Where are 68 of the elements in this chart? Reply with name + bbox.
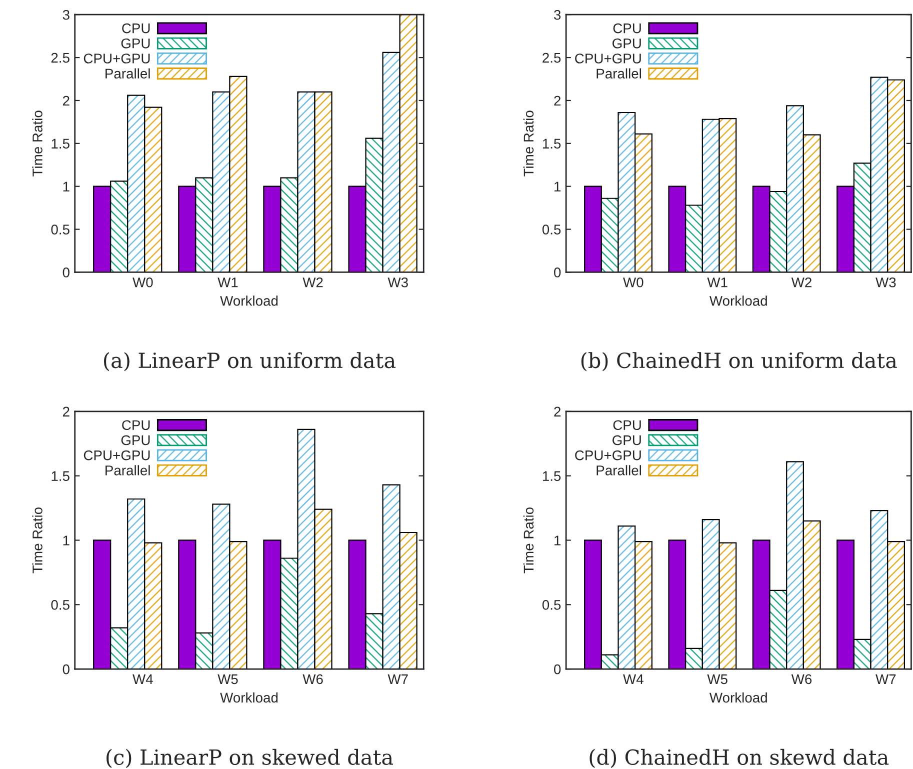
y-tick-label: 1 xyxy=(554,536,561,546)
y-tick-label: 3 xyxy=(554,10,561,20)
y-tick-label: 0 xyxy=(62,664,70,674)
x-tick-label: W2 xyxy=(302,277,323,288)
y-tick-label: 2 xyxy=(62,406,70,416)
legend-label: CPU+GPU xyxy=(84,450,150,460)
y-tick-label: 1.5 xyxy=(52,138,70,149)
y-tick-label: 2.5 xyxy=(51,52,70,63)
legend-label: GPU xyxy=(121,38,150,48)
y-tick-label: 0.5 xyxy=(542,600,561,610)
x-tick-label: W3 xyxy=(876,277,896,288)
legend-label: CPU+GPU xyxy=(84,54,150,64)
y-tick-label: 2 xyxy=(554,406,560,416)
y-tick-label: 1.5 xyxy=(542,138,561,149)
legend-label: Parallel xyxy=(106,68,150,79)
x-tick-label: W7 xyxy=(388,674,408,684)
y-tick-label: 0 xyxy=(62,268,70,278)
text: (a) LinearP on uniform data xyxy=(104,352,396,372)
y-tick-label: 1.5 xyxy=(542,471,561,481)
y-tick-label: 1 xyxy=(63,182,70,192)
legend-label: CPU xyxy=(122,23,150,34)
x-tick-label: W6 xyxy=(302,674,323,684)
text: (d) ChainedH on skewd data xyxy=(590,748,889,768)
y-axis-title: Time Ratio xyxy=(523,110,534,176)
text: (b) ChainedH on uniform data xyxy=(581,352,897,372)
legend-label: Parallel xyxy=(596,68,641,79)
y-tick-label: 2 xyxy=(62,96,70,106)
legend-label: GPU xyxy=(121,435,150,446)
y-axis-title: Time Ratio xyxy=(32,507,42,574)
legend-label: CPU+GPU xyxy=(575,450,641,460)
x-tick-label: W5 xyxy=(707,674,728,684)
x-tick-label: W5 xyxy=(218,674,238,684)
x-axis-title: Workload xyxy=(220,296,278,306)
x-tick-label: W3 xyxy=(388,277,408,288)
y-tick-label: 0.5 xyxy=(542,224,561,234)
legend-label: Parallel xyxy=(596,465,641,476)
x-tick-label: W4 xyxy=(623,674,644,684)
x-tick-label: W0 xyxy=(132,277,153,288)
y-tick-label: 1 xyxy=(554,182,561,192)
text: (c) LinearP on skewed data xyxy=(106,748,394,768)
legend-label: GPU xyxy=(612,38,641,48)
legend-label: CPU xyxy=(613,420,641,430)
y-tick-label: 3 xyxy=(62,10,70,20)
x-tick-label: W0 xyxy=(623,277,644,288)
x-axis-title: Workload xyxy=(709,692,767,703)
y-tick-label: 2.5 xyxy=(542,52,561,63)
y-axis-title: Time Ratio xyxy=(32,110,42,176)
y-tick-label: 1.5 xyxy=(52,471,70,481)
y-tick-label: 1 xyxy=(63,536,70,546)
x-tick-label: W2 xyxy=(791,277,812,288)
y-tick-label: 2 xyxy=(554,96,560,106)
y-tick-label: 0.5 xyxy=(51,224,70,234)
x-axis-title: Workload xyxy=(709,296,767,306)
y-tick-label: 0.5 xyxy=(51,600,70,610)
x-tick-label: W4 xyxy=(132,674,153,684)
legend-label: Parallel xyxy=(106,465,150,476)
x-tick-label: W1 xyxy=(218,278,238,288)
x-axis-title: Workload xyxy=(220,692,278,703)
legend-label: CPU+GPU xyxy=(575,54,641,64)
x-tick-label: W7 xyxy=(876,674,896,684)
x-tick-label: W1 xyxy=(707,278,728,288)
legend-label: GPU xyxy=(612,435,641,446)
legend-label: CPU xyxy=(613,23,641,34)
y-tick-label: 0 xyxy=(554,268,561,278)
y-tick-label: 0 xyxy=(554,664,561,674)
legend-label: CPU xyxy=(122,420,150,430)
x-tick-label: W6 xyxy=(791,674,812,684)
y-axis-title: Time Ratio xyxy=(523,507,534,574)
